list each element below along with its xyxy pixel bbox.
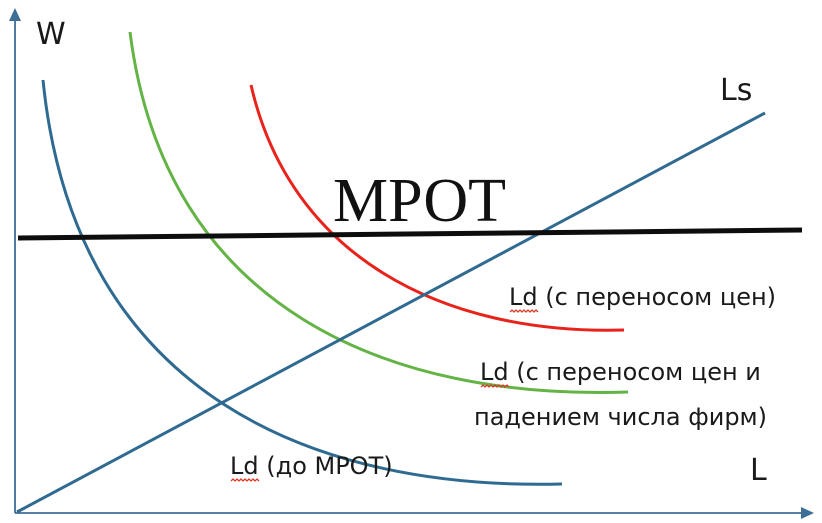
- ld-before-curve: [41, 79, 563, 486]
- spellcheck-underline: [230, 478, 260, 482]
- ld-shift-label: Ld (с переносом цен): [509, 283, 776, 311]
- mrot-label: МРОТ: [333, 167, 506, 235]
- spellcheck-underline: [480, 384, 510, 388]
- ls-line: [16, 111, 766, 514]
- ld-shift-fall-curve: [128, 31, 629, 394]
- ld-shift-fall-label-line1: Ld (с переносом цен и: [480, 358, 761, 386]
- ld-shift-curve: [249, 84, 625, 332]
- mrot-line: [17, 227, 803, 241]
- ld-shift-fall-label-line2: падением числа фирм): [474, 403, 767, 431]
- ls-label: Ls: [720, 73, 752, 108]
- x-axis-label: L: [750, 453, 767, 488]
- ld-before-label: Ld (до МРОТ): [230, 452, 393, 480]
- spellcheck-underline: [509, 309, 539, 313]
- y-axis-label: W: [36, 17, 66, 52]
